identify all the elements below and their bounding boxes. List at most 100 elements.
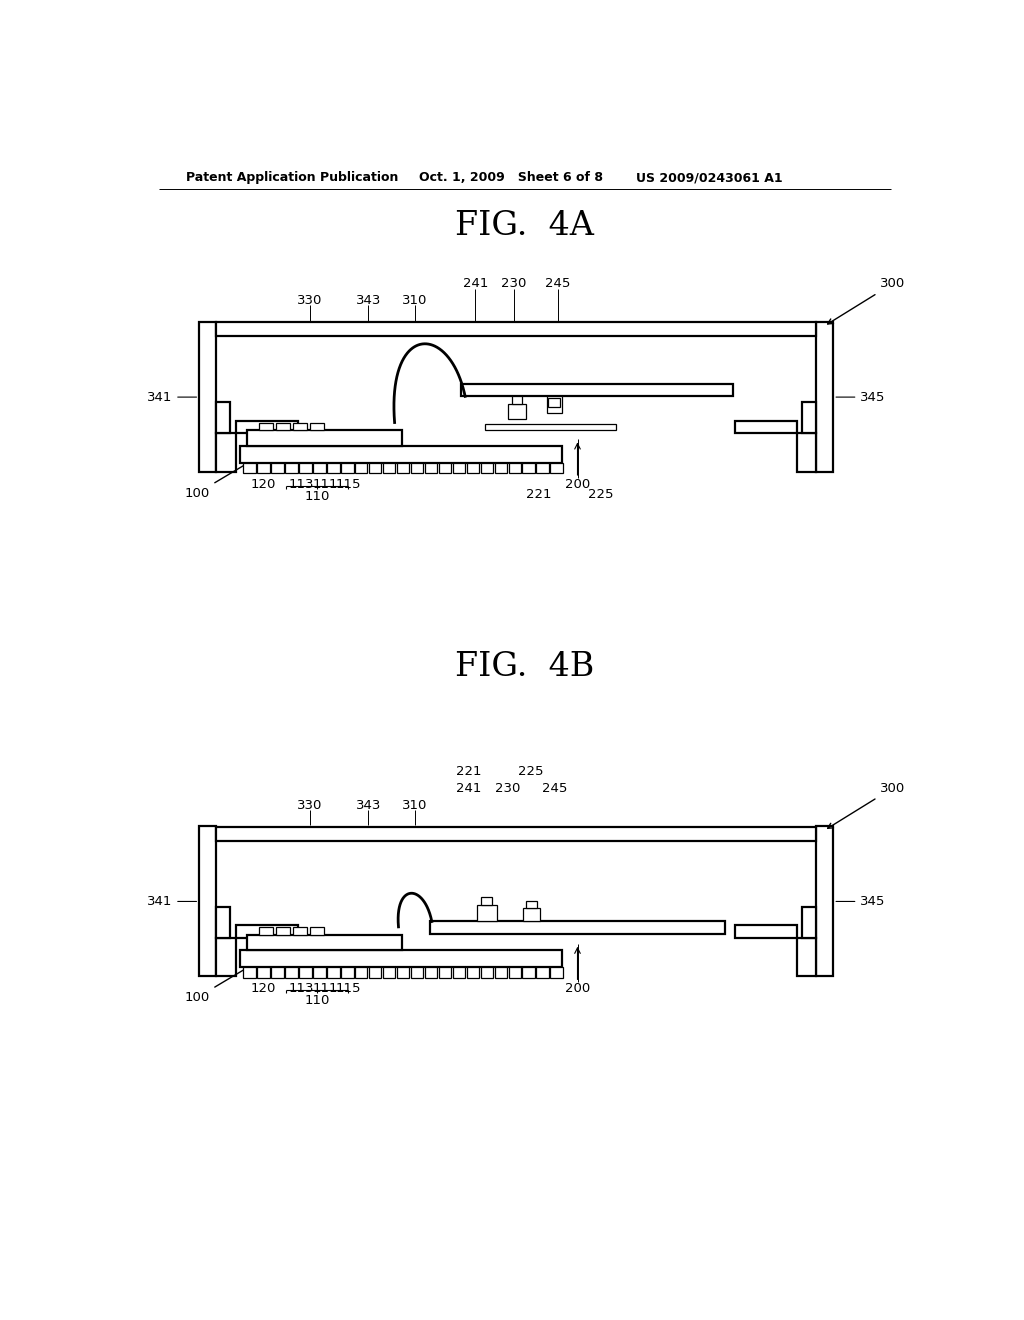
- Text: 100: 100: [184, 965, 251, 1005]
- Bar: [286, 968, 298, 978]
- Bar: [240, 446, 562, 462]
- Bar: [294, 928, 306, 933]
- Text: 341: 341: [146, 391, 197, 404]
- Bar: [236, 925, 298, 937]
- Bar: [271, 462, 284, 474]
- Bar: [293, 927, 307, 935]
- Bar: [537, 462, 549, 474]
- Bar: [216, 433, 236, 471]
- Bar: [397, 462, 410, 474]
- Bar: [397, 968, 410, 978]
- Text: 345: 345: [836, 895, 886, 908]
- Bar: [236, 421, 298, 433]
- Text: US 2009/0243061 A1: US 2009/0243061 A1: [636, 172, 782, 185]
- Bar: [480, 462, 493, 474]
- Bar: [328, 462, 340, 474]
- Text: 300: 300: [827, 277, 905, 323]
- Bar: [425, 968, 437, 978]
- Text: 115: 115: [335, 982, 360, 995]
- Text: 310: 310: [402, 294, 427, 308]
- Text: 200: 200: [565, 478, 590, 491]
- Text: 120: 120: [250, 478, 275, 491]
- Bar: [797, 937, 816, 977]
- Bar: [467, 968, 479, 978]
- Bar: [259, 927, 273, 935]
- Bar: [509, 968, 521, 978]
- Bar: [425, 462, 437, 474]
- Bar: [484, 424, 616, 430]
- Bar: [537, 968, 549, 978]
- Bar: [216, 937, 236, 977]
- Text: 110: 110: [304, 490, 330, 503]
- Text: Oct. 1, 2009   Sheet 6 of 8: Oct. 1, 2009 Sheet 6 of 8: [419, 172, 603, 185]
- Text: 100: 100: [184, 461, 251, 500]
- Bar: [816, 826, 834, 977]
- Text: 230: 230: [502, 277, 526, 290]
- Bar: [550, 968, 563, 978]
- Bar: [411, 462, 423, 474]
- Bar: [735, 925, 797, 937]
- Text: 225: 225: [588, 488, 613, 502]
- Bar: [369, 462, 381, 474]
- Bar: [299, 968, 311, 978]
- Text: 330: 330: [297, 799, 323, 812]
- Bar: [311, 424, 324, 429]
- Bar: [508, 404, 526, 420]
- Text: 245: 245: [546, 277, 570, 290]
- Bar: [310, 422, 324, 430]
- Bar: [526, 902, 538, 908]
- Bar: [547, 396, 562, 413]
- Bar: [240, 950, 562, 966]
- Text: 110: 110: [304, 994, 330, 1007]
- Bar: [431, 923, 724, 933]
- Bar: [453, 462, 465, 474]
- Bar: [276, 424, 289, 429]
- Bar: [257, 462, 270, 474]
- Bar: [216, 322, 816, 337]
- Text: 341: 341: [146, 895, 197, 908]
- Bar: [438, 462, 452, 474]
- Bar: [548, 397, 560, 407]
- Bar: [480, 896, 493, 904]
- Bar: [797, 433, 816, 471]
- Bar: [299, 462, 311, 474]
- Bar: [200, 322, 216, 471]
- Bar: [369, 968, 381, 978]
- Text: 115: 115: [335, 478, 360, 491]
- Text: 345: 345: [836, 391, 886, 404]
- Bar: [430, 921, 725, 933]
- Bar: [453, 968, 465, 978]
- Text: 221: 221: [526, 488, 552, 502]
- Bar: [341, 462, 353, 474]
- Bar: [216, 403, 230, 433]
- Bar: [276, 422, 290, 430]
- Bar: [248, 430, 402, 446]
- Text: FIG.  4A: FIG. 4A: [456, 210, 594, 242]
- Text: FIG.  4B: FIG. 4B: [456, 651, 594, 682]
- Bar: [310, 927, 324, 935]
- Bar: [276, 927, 290, 935]
- Bar: [462, 385, 732, 396]
- Bar: [523, 908, 541, 921]
- Text: Patent Application Publication: Patent Application Publication: [186, 172, 398, 185]
- Text: 300: 300: [827, 781, 905, 829]
- Bar: [286, 462, 298, 474]
- Bar: [438, 968, 452, 978]
- Bar: [271, 968, 284, 978]
- Bar: [244, 968, 256, 978]
- Bar: [241, 950, 561, 966]
- Bar: [802, 403, 816, 433]
- Text: 111: 111: [312, 982, 338, 995]
- Bar: [522, 968, 535, 978]
- Text: 343: 343: [355, 799, 381, 812]
- Bar: [512, 396, 522, 404]
- Bar: [383, 968, 395, 978]
- Bar: [293, 422, 307, 430]
- Bar: [355, 462, 368, 474]
- Bar: [467, 462, 479, 474]
- Bar: [248, 936, 401, 949]
- Bar: [200, 826, 216, 977]
- Text: 310: 310: [402, 799, 427, 812]
- Bar: [735, 421, 797, 433]
- Text: 113: 113: [289, 982, 314, 995]
